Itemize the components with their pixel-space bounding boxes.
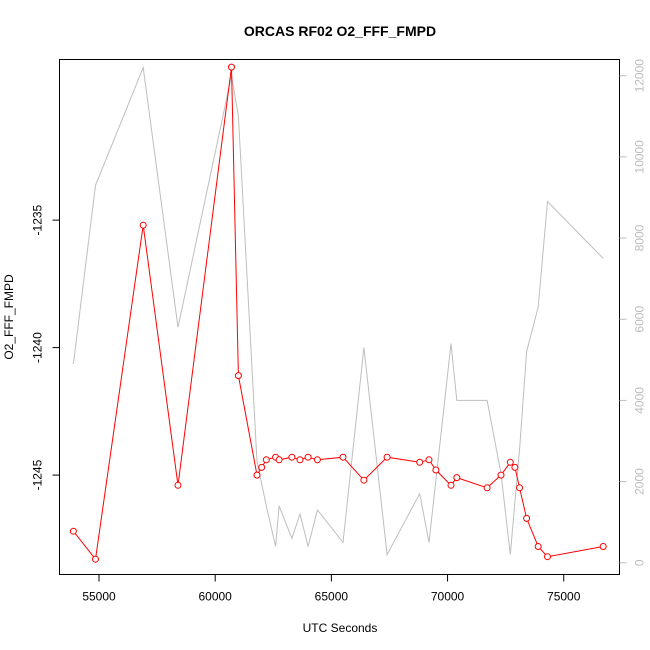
- data-point: [483, 484, 491, 492]
- data-point: [139, 221, 147, 229]
- data-point: [92, 555, 99, 563]
- y2-tick-label: 10000: [633, 140, 647, 174]
- data-point: [383, 453, 391, 461]
- y2-tick-label: 2000: [633, 468, 647, 495]
- x-tick-label: 75000: [547, 590, 581, 604]
- y2-tick-label: 12000: [633, 59, 647, 93]
- y-axis-left: -1235 -1240 -1245: [31, 204, 60, 490]
- y2-tick-label: 4000: [633, 387, 647, 414]
- data-point: [313, 456, 321, 464]
- secondary-series-layer: [72, 65, 604, 557]
- x-tick-label: 65000: [315, 590, 349, 604]
- y-axis-label: O2_FFF_FMPD: [2, 274, 16, 360]
- data-point: [447, 481, 455, 489]
- data-point: [288, 453, 296, 461]
- x-axis: 55000 60000 65000 70000 75000: [82, 574, 581, 604]
- data-point: [523, 514, 531, 522]
- data-point: [262, 456, 270, 464]
- data-point: [432, 466, 440, 474]
- data-point: [506, 458, 514, 466]
- secondary-series-line: [72, 65, 604, 557]
- plot-frame: [59, 59, 620, 575]
- data-point: [453, 474, 461, 482]
- data-point: [516, 484, 524, 492]
- data-point: [253, 471, 261, 479]
- data-point: [339, 453, 347, 461]
- data-point: [258, 463, 266, 471]
- y-tick-label: -1240: [31, 332, 45, 363]
- y-tick-label: -1235: [31, 204, 45, 235]
- y2-tick-label: 6000: [633, 306, 647, 333]
- primary-series-layer: [69, 63, 607, 563]
- y2-tick-label: 8000: [633, 224, 647, 251]
- x-tick-label: 60000: [198, 590, 232, 604]
- data-point: [234, 372, 242, 380]
- data-point: [497, 471, 505, 479]
- data-point: [228, 63, 235, 71]
- data-point: [544, 553, 551, 561]
- x-axis-label: UTC Seconds: [303, 621, 378, 635]
- data-point: [599, 543, 607, 550]
- data-point: [174, 481, 182, 489]
- data-point: [69, 527, 77, 535]
- y-tick-label: -1245: [31, 459, 45, 490]
- data-point: [511, 463, 519, 471]
- data-point: [534, 543, 542, 550]
- data-point: [304, 453, 312, 461]
- y2-tick-label: 0: [633, 559, 647, 566]
- y-axis-right: 0 2000 4000 6000 8000 10000 12000: [619, 59, 647, 566]
- data-point: [360, 476, 368, 484]
- data-point: [275, 456, 283, 464]
- x-tick-label: 55000: [82, 590, 116, 604]
- data-point: [425, 456, 433, 464]
- data-point: [296, 456, 304, 464]
- chart-title: ORCAS RF02 O2_FFF_FMPD: [244, 23, 436, 39]
- data-point: [416, 458, 424, 466]
- x-tick-label: 70000: [431, 590, 465, 604]
